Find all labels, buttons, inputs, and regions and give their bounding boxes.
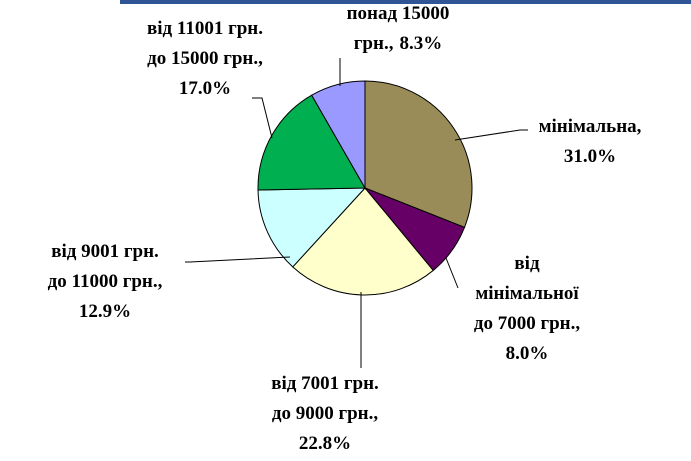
data-label: від 9001 грн. до 11000 грн., 12.9%	[48, 241, 163, 322]
label-line: до 9000 грн.,	[272, 403, 379, 424]
label-line: понад 15000	[347, 3, 450, 24]
label-line: грн.,	[354, 33, 394, 54]
value-label: 22.8%	[299, 433, 351, 454]
data-label: від 11001 грн. до 15000 грн., 17.0%	[147, 18, 263, 99]
label-line: мінімальної	[475, 283, 579, 304]
leader-line	[185, 256, 291, 263]
pie-slice	[364, 80, 473, 229]
pie-slice	[257, 94, 366, 191]
data-label: від 7001 грн. до 9000 грн., 22.8%	[271, 373, 379, 454]
label-line: від 11001 грн.	[147, 18, 263, 39]
value-label: 17.0%	[179, 78, 231, 99]
label-line: від 7001 грн.	[271, 373, 379, 394]
label-line: від	[514, 253, 540, 274]
label-line: до 15000 грн.,	[147, 48, 263, 69]
value-label: 31.0%	[564, 146, 616, 167]
top-bar	[120, 0, 691, 4]
value-label: 8.3%	[399, 33, 442, 54]
data-label: мінімальна, 31.0%	[539, 116, 642, 167]
leader-line	[454, 129, 528, 141]
leader-line	[445, 257, 459, 289]
pie-slice	[292, 187, 434, 296]
pie-slice	[257, 187, 367, 268]
value-label: 12.9%	[79, 301, 131, 322]
label-line: мінімальна,	[539, 116, 642, 137]
label-line: від 9001 грн.	[51, 241, 159, 262]
label-line: до 7000 грн.,	[474, 313, 581, 334]
label-line: до 11000 грн.,	[48, 271, 163, 292]
data-label: від мінімальної до 7000 грн., 8.0%	[474, 253, 581, 364]
leader-line	[252, 97, 273, 139]
value-label: 8.0%	[506, 343, 549, 364]
pie-slice	[311, 80, 366, 190]
data-label: понад 15000 грн., 8.3%	[347, 3, 450, 54]
